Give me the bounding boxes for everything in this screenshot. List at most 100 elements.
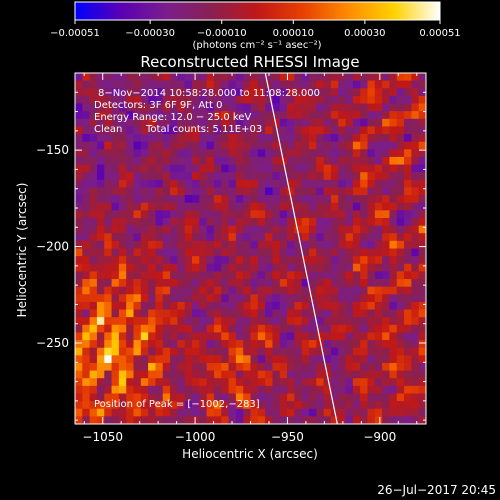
heatmap-cell: [389, 332, 398, 341]
heatmap-cell: [279, 187, 288, 196]
heatmap-cell: [206, 317, 215, 326]
heatmap-cell: [82, 317, 91, 326]
heatmap-cell: [250, 393, 259, 402]
heatmap-cell: [75, 172, 83, 181]
heatmap-cell: [309, 164, 317, 173]
heatmap-cell: [352, 301, 361, 311]
heatmap-cell: [352, 271, 361, 280]
heatmap-cell: [294, 385, 303, 395]
heatmap-cell: [243, 111, 252, 120]
heatmap-cell: [345, 362, 354, 372]
heatmap-cell: [316, 385, 325, 395]
heatmap-cell: [330, 217, 339, 227]
heatmap-cell: [257, 225, 266, 234]
heatmap-cell: [396, 103, 405, 112]
heatmap-cell: [162, 179, 171, 189]
heatmap-cell: [104, 271, 113, 280]
heatmap-cell: [118, 332, 127, 341]
heatmap-cell: [133, 187, 142, 196]
heatmap-cell: [192, 271, 200, 280]
heatmap-cell: [155, 141, 164, 150]
heatmap-cell: [228, 408, 237, 417]
heatmap-cell: [75, 340, 83, 349]
heatmap-cell: [228, 263, 237, 272]
heatmap-cell: [316, 279, 325, 288]
heatmap-cell: [89, 416, 98, 424]
heatmap-cell: [382, 355, 391, 364]
heatmap-cell: [140, 393, 149, 402]
heatmap-cell: [330, 195, 339, 204]
heatmap-cell: [309, 103, 317, 112]
heatmap-cell: [316, 408, 325, 417]
heatmap-cell: [126, 416, 135, 424]
heatmap-cell: [89, 217, 98, 227]
heatmap-cell: [177, 195, 186, 204]
chart-title: Reconstructed RHESSI Image: [140, 53, 359, 71]
heatmap-cell: [140, 73, 149, 82]
heatmap-cell: [199, 401, 208, 410]
heatmap-cell: [411, 88, 420, 97]
heatmap-cell: [323, 286, 332, 295]
heatmap-cell: [323, 393, 332, 402]
heatmap-cell: [382, 134, 391, 143]
heatmap-cell: [389, 370, 398, 379]
heatmap-cell: [243, 210, 252, 219]
heatmap-cell: [243, 126, 252, 135]
heatmap-cell: [360, 355, 369, 364]
heatmap-cell: [104, 217, 113, 227]
heatmap-cell: [330, 340, 339, 349]
heatmap-cell: [367, 111, 376, 120]
heatmap-cell: [272, 294, 281, 303]
heatmap-cell: [155, 172, 164, 181]
heatmap-cell: [345, 408, 354, 417]
heatmap-cell: [111, 225, 120, 234]
heatmap-cell: [126, 195, 135, 204]
heatmap-cell: [75, 370, 83, 379]
heatmap-cell: [170, 210, 178, 219]
heatmap-cell: [389, 80, 398, 89]
heatmap-cell: [221, 416, 230, 424]
heatmap-cell: [382, 324, 391, 334]
heatmap-cell: [148, 210, 157, 219]
heatmap-cell: [126, 340, 135, 349]
heatmap-cell: [140, 149, 149, 158]
heatmap-cell: [345, 370, 354, 379]
heatmap-cell: [192, 111, 200, 120]
heatmap-cell: [184, 233, 193, 242]
heatmap-cell: [221, 164, 230, 173]
heatmap-cell: [396, 256, 405, 265]
heatmap-cell: [257, 164, 266, 173]
heatmap-cell: [352, 347, 361, 356]
heatmap-cell: [133, 332, 142, 341]
heatmap-cell: [82, 324, 91, 334]
heatmap-cell: [133, 134, 142, 143]
heatmap-cell: [148, 103, 157, 112]
heatmap-cell: [243, 118, 252, 128]
heatmap-cell: [374, 73, 383, 82]
heatmap-cell: [206, 210, 215, 219]
heatmap-cell: [294, 187, 303, 196]
heatmap-cell: [133, 141, 142, 150]
heatmap-cell: [382, 217, 391, 227]
heatmap-cell: [250, 126, 259, 135]
heatmap-cell: [104, 256, 113, 265]
heatmap-cell: [235, 401, 244, 410]
heatmap-cell: [213, 263, 222, 272]
heatmap-cell: [352, 217, 361, 227]
heatmap-cell: [257, 347, 266, 356]
heatmap-cell: [287, 332, 295, 341]
heatmap-cell: [89, 286, 98, 295]
heatmap-cell: [155, 301, 164, 311]
heatmap-cell: [287, 217, 295, 227]
heatmap-cell: [155, 340, 164, 349]
heatmap-cell: [82, 95, 91, 105]
heatmap-cell: [75, 385, 83, 395]
heatmap-cell: [155, 317, 164, 326]
heatmap-cell: [404, 179, 412, 189]
heatmap-cell: [272, 317, 281, 326]
heatmap-cell: [250, 271, 259, 280]
heatmap-cell: [250, 263, 259, 272]
heatmap-cell: [323, 301, 332, 311]
heatmap-cell: [250, 309, 259, 318]
heatmap-cell: [75, 355, 83, 364]
